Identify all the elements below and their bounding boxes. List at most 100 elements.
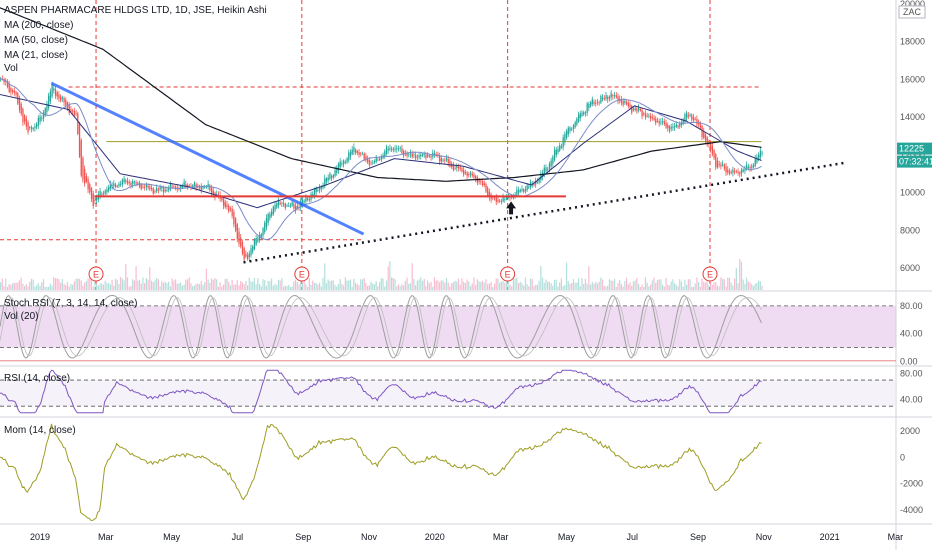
candle-body bbox=[497, 199, 499, 202]
candle-body bbox=[123, 178, 125, 183]
volume-bar bbox=[514, 278, 516, 290]
candle-body bbox=[282, 203, 285, 205]
candle-body bbox=[747, 166, 750, 168]
earnings-badge[interactable] bbox=[500, 266, 516, 282]
earnings-badge[interactable] bbox=[294, 266, 310, 282]
time-axis[interactable]: 2019 Mar May Jul Sep Nov 2020 Mar May Jul Sep Nov 20… bbox=[30, 532, 903, 542]
volume-bar bbox=[164, 281, 166, 290]
candle-body bbox=[360, 153, 362, 155]
candle-body bbox=[279, 202, 281, 205]
volume-bar bbox=[190, 283, 192, 290]
volume-bar bbox=[430, 281, 432, 290]
candle-body bbox=[87, 179, 89, 190]
legend-mom[interactable]: Mom (14, close) bbox=[4, 425, 76, 436]
candle-body bbox=[631, 106, 633, 113]
volume-bar bbox=[289, 286, 292, 290]
candle-body bbox=[370, 162, 372, 164]
candle-body bbox=[368, 160, 371, 166]
volume-bar bbox=[680, 281, 683, 290]
candle-body bbox=[195, 184, 197, 188]
candle-body bbox=[420, 154, 422, 157]
last-price-tag: 12225 07:32:41 bbox=[897, 142, 932, 168]
volume-bar bbox=[529, 278, 532, 290]
legend-vol-20[interactable]: Vol (20) bbox=[4, 311, 38, 322]
volume-bar bbox=[730, 282, 732, 290]
candle-body bbox=[60, 96, 62, 101]
earnings-badge[interactable] bbox=[88, 266, 104, 282]
volume-bar bbox=[101, 283, 103, 290]
volume-bar bbox=[454, 280, 456, 290]
up-arrow-icon[interactable] bbox=[506, 201, 517, 215]
candle-body bbox=[260, 234, 262, 238]
volume-bar bbox=[209, 282, 211, 290]
earnings-badge[interactable] bbox=[702, 266, 718, 282]
volume-bar bbox=[698, 282, 700, 290]
volume-bar bbox=[655, 282, 657, 290]
candle-body bbox=[349, 151, 352, 157]
x-tick-label: 2020 bbox=[425, 532, 445, 542]
candle-body bbox=[595, 102, 597, 104]
candle-body bbox=[444, 159, 446, 161]
candle-body bbox=[37, 117, 40, 126]
volume-bar bbox=[576, 282, 578, 290]
trend-drawings[interactable] bbox=[50, 81, 848, 264]
volume-bar bbox=[541, 277, 544, 290]
x-tick-label: Sep bbox=[295, 532, 311, 542]
downtrend-line[interactable] bbox=[50, 81, 365, 236]
candle-body bbox=[538, 178, 540, 183]
candle-body bbox=[269, 213, 271, 219]
candle-body bbox=[456, 165, 458, 168]
candle-body bbox=[245, 253, 247, 257]
legend-rsi[interactable]: RSI (14, close) bbox=[4, 373, 70, 384]
volume-bar bbox=[133, 280, 135, 290]
candle-body bbox=[615, 95, 617, 98]
volume-bar bbox=[173, 280, 175, 290]
legend-stoch-rsi[interactable]: Stoch RSI (7, 3, 14, 14, close) bbox=[4, 298, 137, 309]
legend-ma50[interactable]: MA (50, close) bbox=[4, 35, 68, 46]
volume-bar bbox=[686, 284, 688, 290]
candle-body bbox=[61, 97, 64, 99]
volume-bar bbox=[658, 279, 660, 290]
volume-bar bbox=[437, 280, 439, 290]
legend-vol[interactable]: Vol bbox=[4, 63, 18, 74]
candle-body bbox=[466, 172, 468, 176]
candle-body bbox=[622, 101, 624, 105]
volume-bar bbox=[548, 281, 550, 290]
candle-body bbox=[63, 98, 65, 103]
candle-body bbox=[629, 104, 631, 108]
legend-ma21[interactable]: MA (21, close) bbox=[4, 50, 68, 61]
volume-bar bbox=[526, 284, 528, 290]
volume-bar bbox=[392, 277, 394, 290]
candle-body bbox=[536, 181, 539, 183]
uptrend-dotted-line[interactable] bbox=[243, 161, 848, 264]
candle-body bbox=[399, 147, 401, 149]
volume-bar bbox=[752, 285, 755, 290]
volume-bar bbox=[205, 268, 207, 290]
volume-bar bbox=[447, 282, 449, 290]
volume-bar bbox=[586, 283, 588, 290]
candle-body bbox=[277, 200, 280, 206]
volume-bar bbox=[740, 261, 743, 290]
volume-bar bbox=[663, 286, 665, 290]
volume-bar bbox=[722, 278, 724, 290]
candle-body bbox=[620, 99, 623, 103]
price-axis[interactable]: 2000018000160001400012000100008000600080… bbox=[900, 0, 925, 515]
volume-bar bbox=[128, 286, 130, 290]
candle-body bbox=[264, 222, 266, 232]
candle-body bbox=[380, 157, 383, 160]
volume-bar bbox=[555, 279, 557, 290]
volume-bar bbox=[70, 283, 72, 290]
legend-ma200[interactable]: MA (200, close) bbox=[4, 20, 73, 31]
candle-body bbox=[746, 165, 748, 170]
volume-bar bbox=[37, 283, 39, 290]
volume-bar bbox=[435, 280, 437, 290]
candle-body bbox=[144, 186, 146, 188]
volume-bar bbox=[577, 278, 580, 290]
y-tick-label: 18000 bbox=[900, 37, 925, 47]
volume-bar bbox=[301, 283, 304, 290]
candle-body bbox=[672, 126, 674, 128]
candle-body bbox=[581, 112, 583, 116]
volume-bar bbox=[219, 282, 221, 290]
